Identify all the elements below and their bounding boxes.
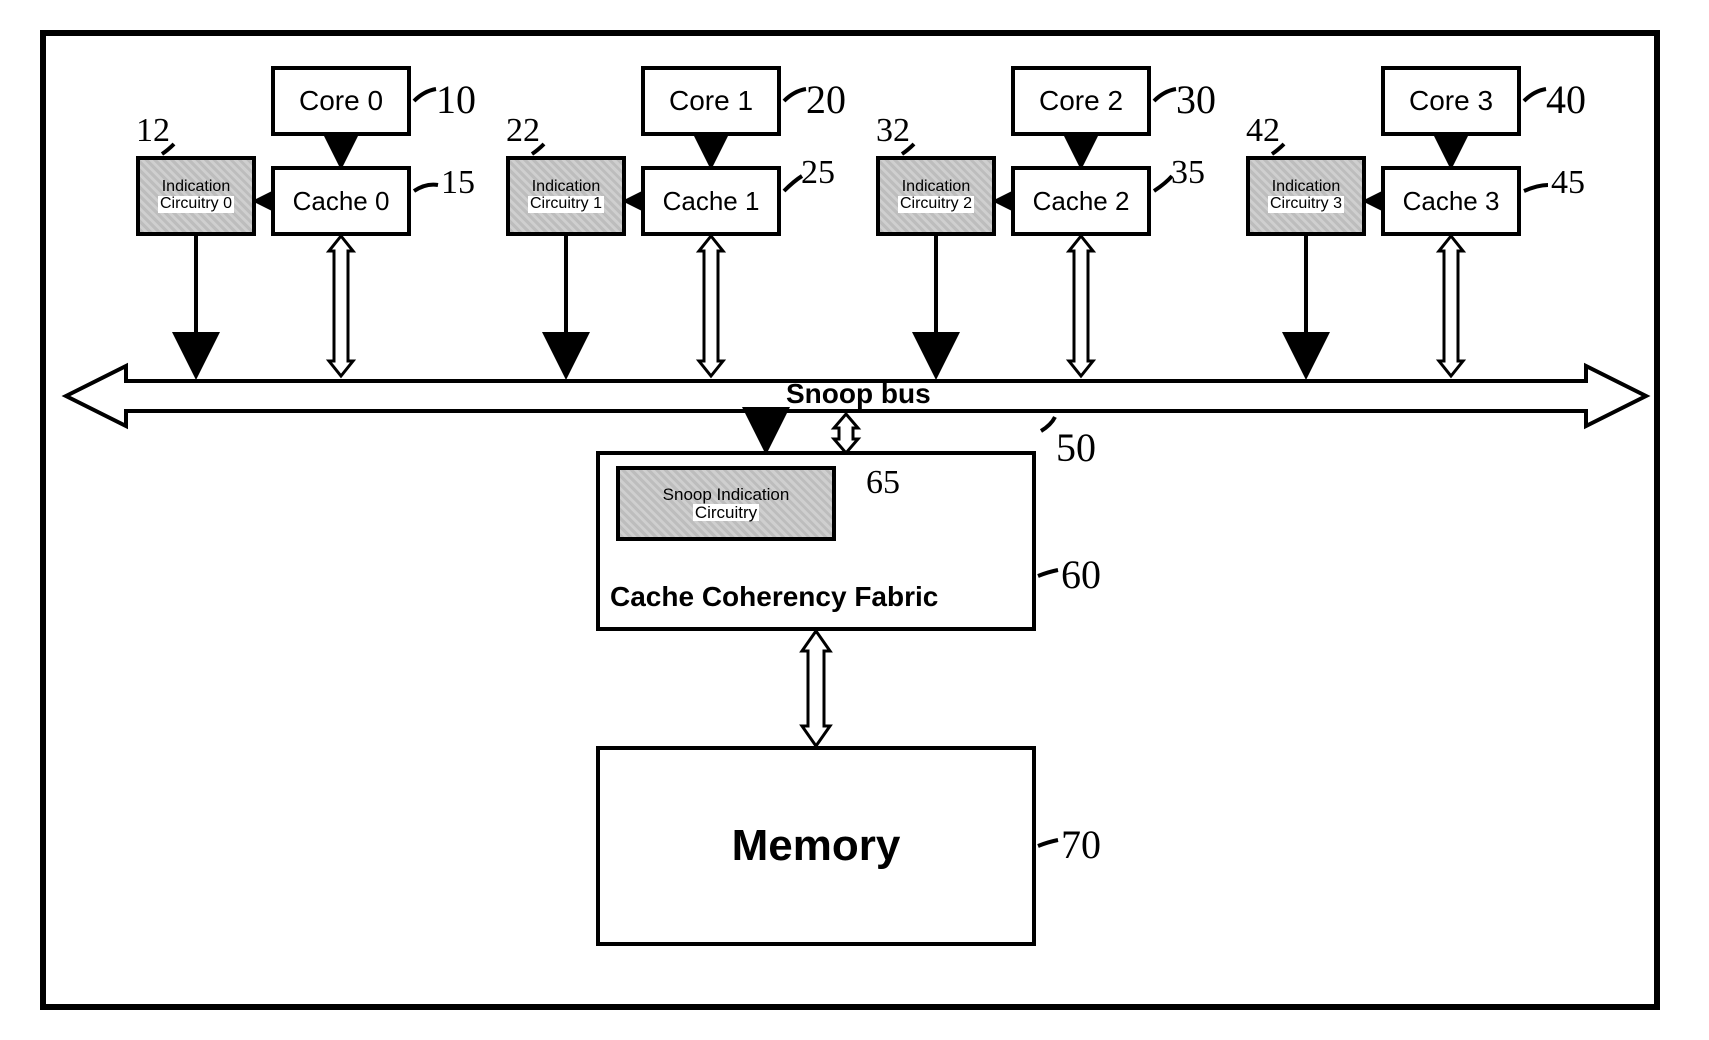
core-2: Core 2 bbox=[1011, 66, 1151, 136]
cache-0: Cache 0 bbox=[271, 166, 411, 236]
ccf-label: Cache Coherency Fabric bbox=[610, 581, 938, 613]
memory: Memory bbox=[596, 746, 1036, 946]
cache-2-label: Cache 2 bbox=[1033, 186, 1130, 217]
core-3: Core 3 bbox=[1381, 66, 1521, 136]
ref-45: 45 bbox=[1551, 164, 1585, 202]
ref-65: 65 bbox=[866, 464, 900, 502]
ref-35: 35 bbox=[1171, 154, 1205, 192]
ref-15: 15 bbox=[441, 164, 475, 202]
snoop-bus-label: Snoop bus bbox=[786, 378, 931, 410]
cache-0-label: Cache 0 bbox=[293, 186, 390, 217]
core-3-label: Core 3 bbox=[1409, 85, 1493, 117]
indication-circuitry-0: IndicationCircuitry 0 bbox=[136, 156, 256, 236]
cache-3: Cache 3 bbox=[1381, 166, 1521, 236]
cache-1-label: Cache 1 bbox=[663, 186, 760, 217]
ref-12: 12 bbox=[136, 112, 170, 150]
ref-10: 10 bbox=[436, 76, 476, 123]
snoop-indic-label: Snoop IndicationCircuitry bbox=[663, 486, 790, 522]
indication-circuitry-2: IndicationCircuitry 2 bbox=[876, 156, 996, 236]
indication-circuitry-1: IndicationCircuitry 1 bbox=[506, 156, 626, 236]
cache-1: Cache 1 bbox=[641, 166, 781, 236]
ref-40: 40 bbox=[1546, 76, 1586, 123]
indic-1-label: IndicationCircuitry 1 bbox=[528, 179, 604, 213]
snoop-indication-circuitry: Snoop IndicationCircuitry bbox=[616, 466, 836, 541]
ref-25: 25 bbox=[801, 154, 835, 192]
ref-22: 22 bbox=[506, 112, 540, 150]
core-2-label: Core 2 bbox=[1039, 85, 1123, 117]
core-1-label: Core 1 bbox=[669, 85, 753, 117]
ref-50: 50 bbox=[1056, 424, 1096, 471]
cache-2: Cache 2 bbox=[1011, 166, 1151, 236]
ref-32: 32 bbox=[876, 112, 910, 150]
core-0-label: Core 0 bbox=[299, 85, 383, 117]
ref-30: 30 bbox=[1176, 76, 1216, 123]
diagram-frame: Core 0 Core 1 Core 2 Core 3 Cache 0 Cach… bbox=[40, 30, 1660, 1010]
core-1: Core 1 bbox=[641, 66, 781, 136]
ref-60: 60 bbox=[1061, 551, 1101, 598]
indication-circuitry-3: IndicationCircuitry 3 bbox=[1246, 156, 1366, 236]
indic-0-label: IndicationCircuitry 0 bbox=[158, 179, 234, 213]
memory-label: Memory bbox=[732, 821, 901, 871]
indic-3-label: IndicationCircuitry 3 bbox=[1268, 179, 1344, 213]
ref-42: 42 bbox=[1246, 112, 1280, 150]
indic-2-label: IndicationCircuitry 2 bbox=[898, 179, 974, 213]
ref-20: 20 bbox=[806, 76, 846, 123]
ref-70: 70 bbox=[1061, 821, 1101, 868]
cache-3-label: Cache 3 bbox=[1403, 186, 1500, 217]
core-0: Core 0 bbox=[271, 66, 411, 136]
